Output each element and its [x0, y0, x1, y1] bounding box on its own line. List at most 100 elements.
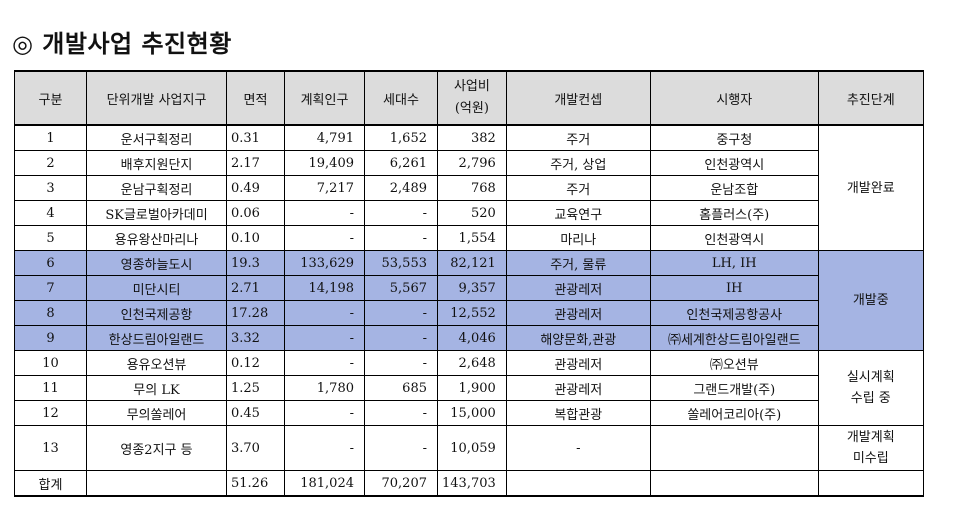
- cell-concept: 관광레저: [505, 300, 651, 326]
- cell-operator: 인천국제공항공사: [649, 300, 819, 326]
- total-row: 합계 51.26 181,024 70,207 143,703: [14, 470, 924, 497]
- cell-area: 3.32: [226, 325, 285, 351]
- table-row: 3 운남구획정리 0.49 7,217 2,489 768 주거 운남조합: [14, 175, 924, 201]
- table-row: 1 운서구획정리 0.31 4,791 1,652 382 주거 중구청 개발완료: [14, 124, 924, 251]
- cell-no: 10: [14, 350, 87, 376]
- header-cell: 단위개발 사업지구: [86, 70, 227, 126]
- cell-operator: [649, 425, 819, 471]
- header-cell: 시행자: [649, 70, 819, 126]
- cell-area: 0.12: [226, 350, 285, 376]
- cell-name: 영종하늘도시: [86, 250, 227, 276]
- cell-cost: 382: [437, 124, 507, 151]
- cell-name: 무의 LK: [86, 375, 227, 401]
- cell-area: 2.17: [226, 150, 285, 176]
- cell-concept: 해양문화,관광: [505, 325, 651, 351]
- total-area: 51.26: [226, 470, 285, 497]
- cell-no: 7: [14, 275, 87, 301]
- cell-area: 0.45: [226, 400, 285, 426]
- stage-cell: 개발완료: [817, 124, 924, 251]
- cell-cost: 2,648: [437, 350, 507, 376]
- cell-households: -: [364, 225, 438, 251]
- cell-cost: 12,552: [437, 300, 507, 326]
- cell-name: 운남구획정리: [86, 175, 227, 201]
- cell-area: 0.06: [226, 200, 285, 226]
- cell-households: -: [364, 300, 438, 326]
- cell-households: 6,261: [364, 150, 438, 176]
- cell-operator: 중구청: [649, 124, 819, 151]
- header-cell: 추진단계: [817, 70, 924, 126]
- cell-area: 0.31: [226, 124, 285, 151]
- table-row: 4 SK글로벌아카데미 0.06- -520 교육연구 홈플러스(주): [14, 200, 924, 226]
- header-row: 구분 단위개발 사업지구 면적 계획인구 세대수 사업비 (억원) 개발컨셉 시…: [14, 70, 924, 126]
- cell-concept: 교육연구: [505, 200, 651, 226]
- cell-name: 미단시티: [86, 275, 227, 301]
- cell-operator: 인천광역시: [649, 225, 819, 251]
- cell-operator: 그랜드개발(주): [649, 375, 819, 401]
- table-row: 5 용유왕산마리나 0.10- -1,554 마리나 인천광역시: [14, 225, 924, 251]
- cell-households: -: [364, 350, 438, 376]
- cell-pop: 133,629: [284, 250, 365, 276]
- cell-concept: 관광레저: [505, 350, 651, 376]
- header-cell: 구분: [14, 70, 87, 126]
- header-cell: 계획인구: [284, 70, 365, 126]
- table-row: 6 영종하늘도시 19.3 133,629 53,553 82,121 주거, 물류 LH, …: [14, 250, 924, 351]
- cell-operator: ㈜오션뷰: [649, 350, 819, 376]
- cell-concept: 주거: [505, 175, 651, 201]
- cell-cost: 9,357: [437, 275, 507, 301]
- stage-cell: 개발중: [817, 250, 924, 351]
- cell-households: 53,553: [364, 250, 438, 276]
- cell-no: 5: [14, 225, 87, 251]
- cell-cost: 1,554: [437, 225, 507, 251]
- cell-pop: 1,780: [284, 375, 365, 401]
- cell-concept: 마리나: [505, 225, 651, 251]
- cell-name: 배후지원단지: [86, 150, 227, 176]
- table-row: 13 영종2지구 등 3.70- -10,059- 개발계획 미수립: [14, 425, 924, 471]
- cell-households: 685: [364, 375, 438, 401]
- total-households: 70,207: [364, 470, 438, 497]
- cell-pop: -: [284, 325, 365, 351]
- cell-cost: 1,900: [437, 375, 507, 401]
- total-pop: 181,024: [284, 470, 365, 497]
- cell-operator: IH: [649, 275, 819, 301]
- header-cell: 세대수: [364, 70, 438, 126]
- cell-no: 8: [14, 300, 87, 326]
- development-status-table: 구분 단위개발 사업지구 면적 계획인구 세대수 사업비 (억원) 개발컨셉 시…: [14, 70, 924, 497]
- header-cell: 사업비 (억원): [437, 70, 507, 126]
- cell-area: 0.49: [226, 175, 285, 201]
- total-cost: 143,703: [437, 470, 507, 497]
- cell-name: 용유왕산마리나: [86, 225, 227, 251]
- cell-households: -: [364, 325, 438, 351]
- cell-households: -: [364, 400, 438, 426]
- total-empty: [649, 470, 819, 497]
- cell-no: 13: [14, 425, 87, 471]
- cell-pop: 7,217: [284, 175, 365, 201]
- cell-pop: -: [284, 350, 365, 376]
- cell-households: -: [364, 425, 438, 471]
- cell-no: 1: [14, 124, 87, 151]
- total-empty: [817, 470, 924, 497]
- cell-pop: 14,198: [284, 275, 365, 301]
- cell-area: 2.71: [226, 275, 285, 301]
- cell-concept: 관광레저: [505, 375, 651, 401]
- cell-no: 12: [14, 400, 87, 426]
- cell-households: 5,567: [364, 275, 438, 301]
- total-empty: [86, 470, 227, 497]
- cell-area: 3.70: [226, 425, 285, 471]
- table-row: 9 한상드림아일랜드 3.32- -4,046 해양문화,관광 ㈜세계한상드림아일랜드: [14, 325, 924, 351]
- cell-cost: 82,121: [437, 250, 507, 276]
- total-empty: [505, 470, 651, 497]
- cell-concept: 복합관광: [505, 400, 651, 426]
- header-cell: 면적: [226, 70, 285, 126]
- cell-name: 인천국제공항: [86, 300, 227, 326]
- cell-pop: 4,791: [284, 124, 365, 151]
- cell-pop: -: [284, 225, 365, 251]
- table-row: 2 배후지원단지 2.17 19,409 6,261 2,796 주거, 상업 인천광역시: [14, 150, 924, 176]
- table-row: 10 용유오션뷰 0.12- -2,648 관광레저 ㈜오션뷰 실시계획 수립 중: [14, 350, 924, 426]
- table-row: 8 인천국제공항 17.28- -12,552 관광레저 인천국제공항공사: [14, 300, 924, 326]
- cell-operator: 인천광역시: [649, 150, 819, 176]
- cell-concept: 주거: [505, 124, 651, 151]
- cell-concept: 주거, 상업: [505, 150, 651, 176]
- cell-name: 무의쏠레어: [86, 400, 227, 426]
- cell-name: 한상드림아일랜드: [86, 325, 227, 351]
- stage-cell: 개발계획 미수립: [817, 425, 924, 471]
